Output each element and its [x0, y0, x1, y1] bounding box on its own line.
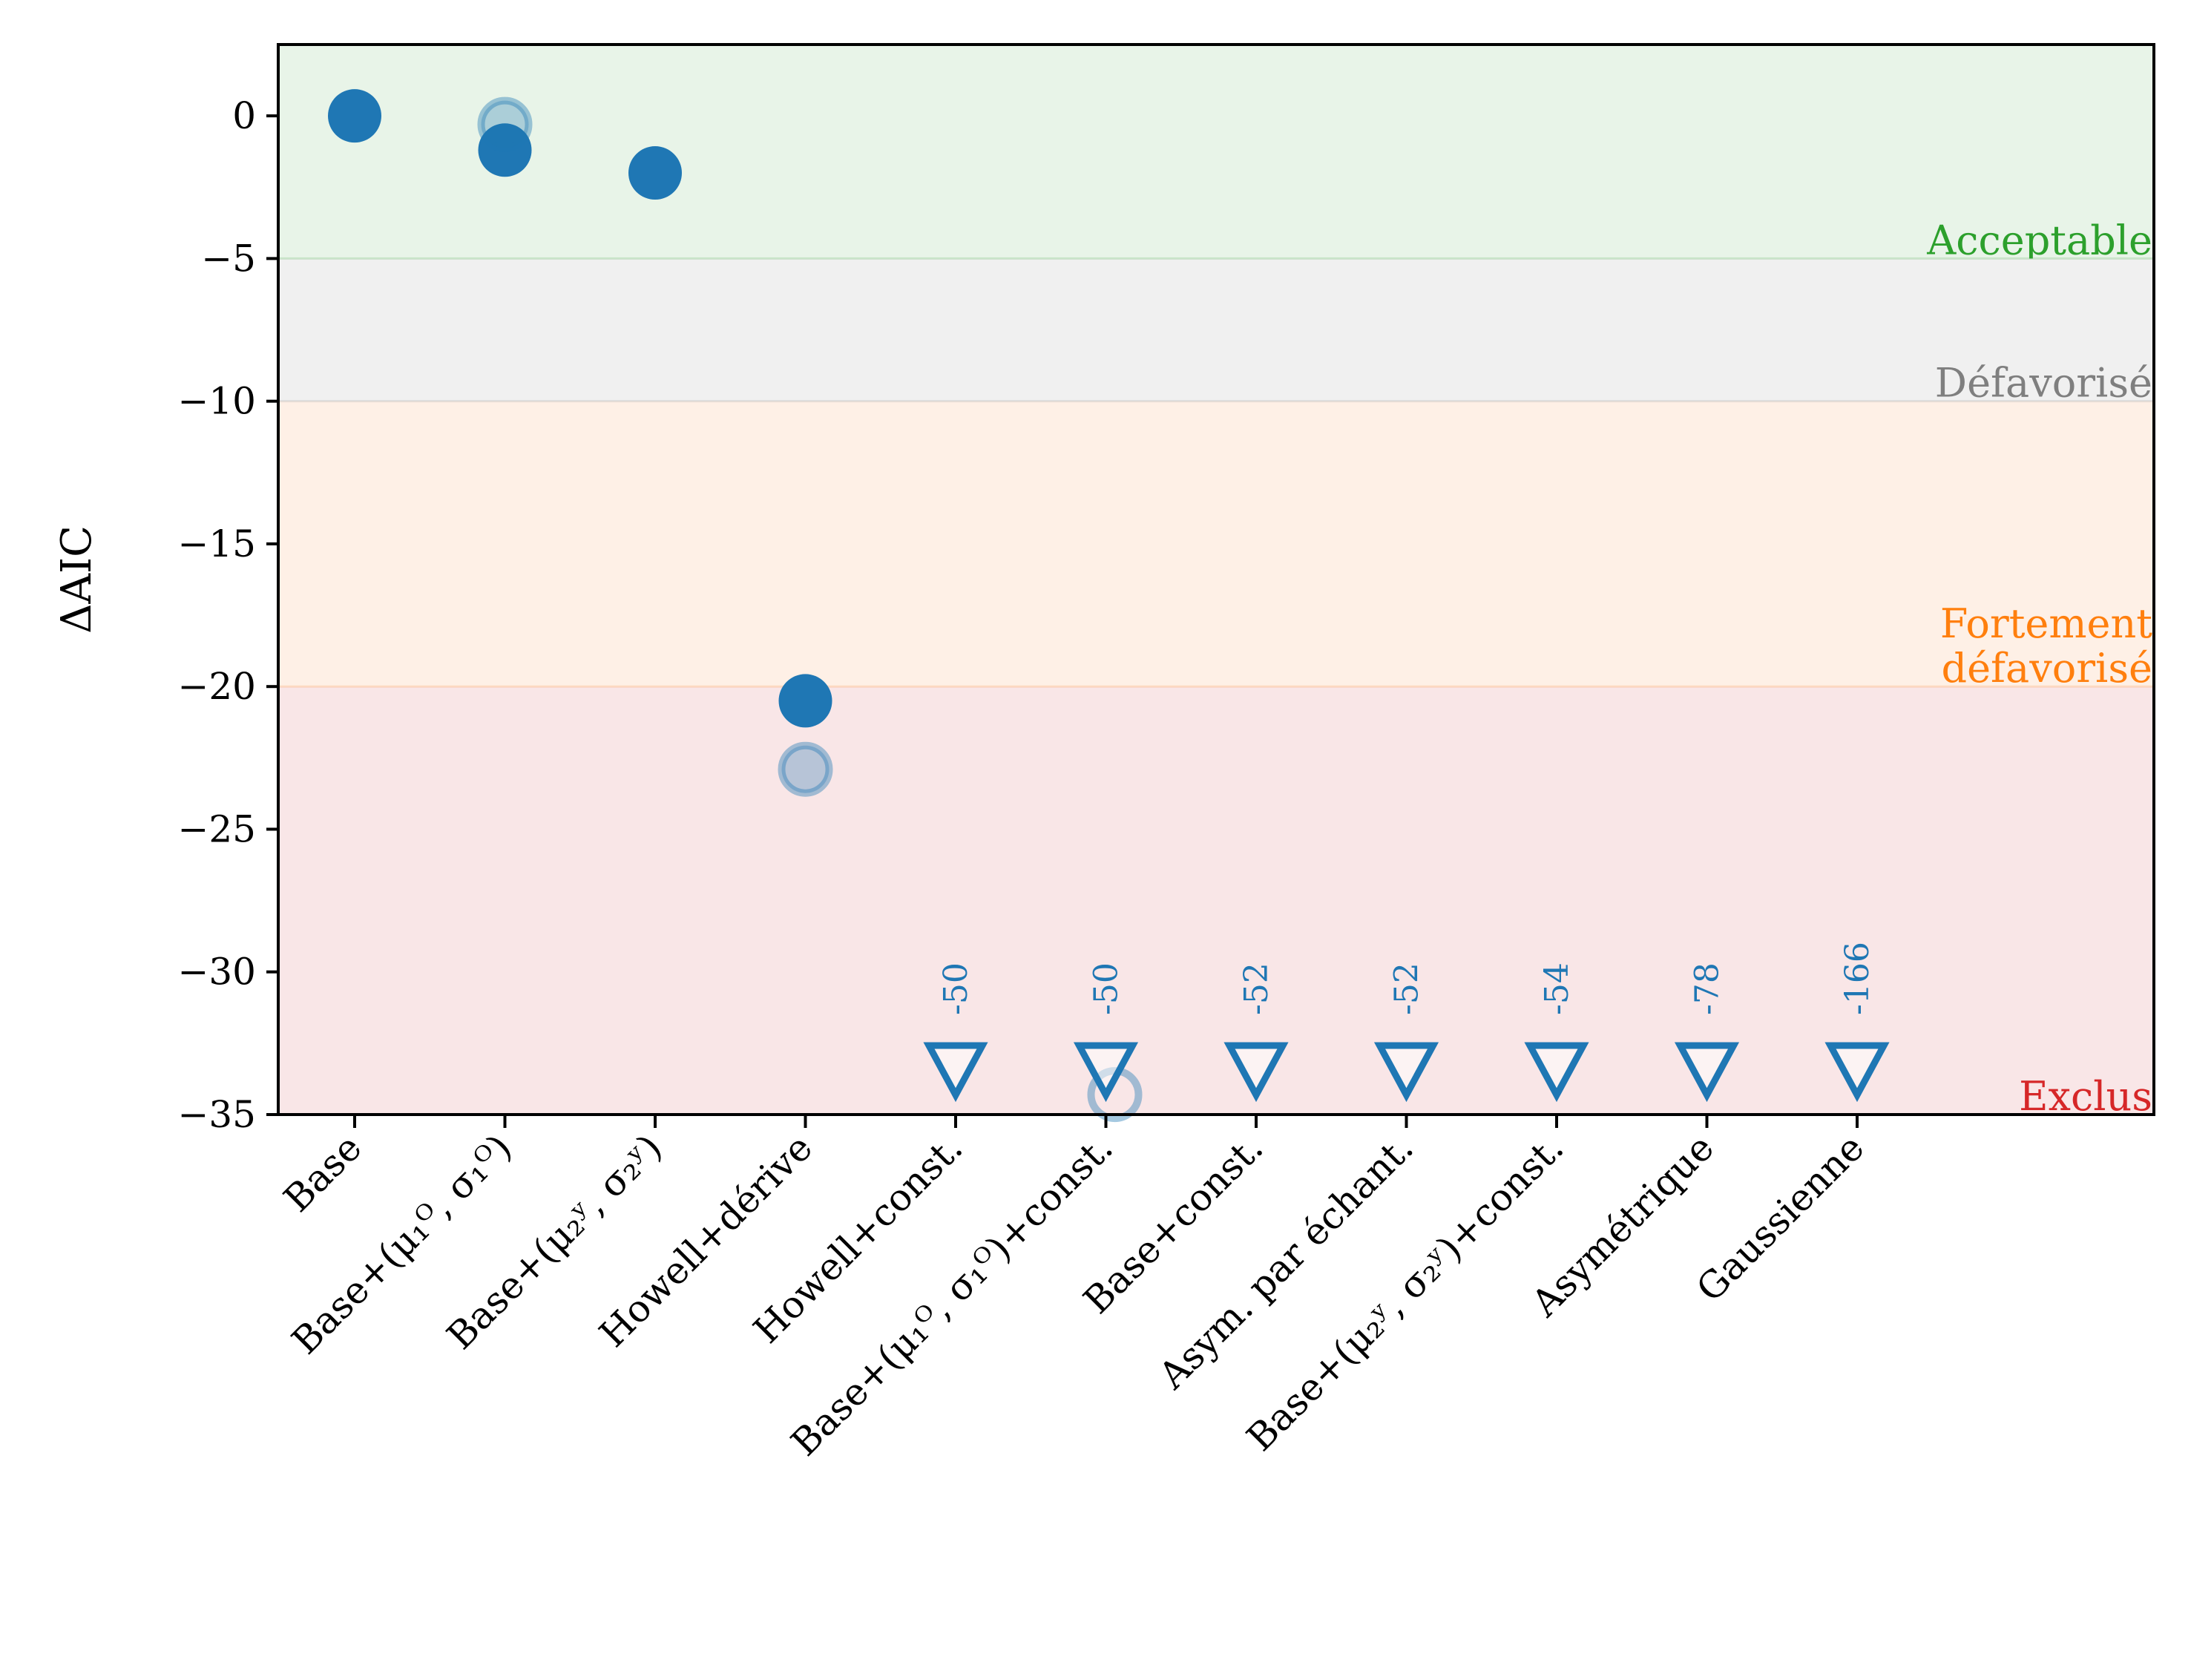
y-tick-label: −15 [177, 522, 256, 565]
zone-label-3: Exclus [2019, 1073, 2152, 1120]
y-tick-label: −20 [177, 665, 256, 708]
data-point [628, 146, 682, 200]
off-scale-value-label: -50 [1088, 962, 1126, 1015]
zones-layer: Acceptable Défavorisé Fortement défavorisé E… [278, 45, 2154, 1120]
zone-label-0: Acceptable [1926, 217, 2152, 263]
zone-boundaries [278, 257, 2154, 688]
off-scale-value-label: -50 [937, 962, 975, 1015]
zone-band-0 [278, 45, 2154, 259]
data-point [778, 674, 832, 728]
y-tick-label: −25 [177, 807, 256, 850]
off-scale-value-label: -78 [1689, 962, 1727, 1015]
data-points: -50 -50 -52 -52 -54 -78 -166 [328, 89, 1890, 1123]
zone-label-1: Défavorisé [1935, 360, 2152, 407]
off-scale-marker [923, 1042, 988, 1103]
zone-band-1 [278, 258, 2154, 401]
zone-band-2 [278, 401, 2154, 687]
x-tick-label: Base+(μ₂ʸ, σ₂ʸ)+const. [1238, 1126, 1571, 1459]
x-tick-label: Base [275, 1126, 369, 1220]
off-scale-value-label: -52 [1238, 962, 1275, 1015]
faded-data-point [477, 96, 533, 152]
y-tick-label: −35 [177, 1093, 256, 1136]
y-tick-label: −10 [177, 380, 256, 423]
y-axis-label: ΔAIC [53, 525, 101, 634]
off-scale-marker [1073, 1042, 1139, 1103]
off-scale-value-label: -166 [1839, 942, 1876, 1015]
data-point [478, 123, 532, 177]
zone-label-2: Fortement défavorisé [1940, 600, 2152, 692]
off-scale-marker [1524, 1042, 1589, 1103]
faded-data-point [778, 741, 833, 797]
off-scale-marker [1223, 1042, 1289, 1103]
off-scale-value-label: -54 [1538, 962, 1576, 1015]
y-tick-label: 0 [232, 94, 256, 137]
off-scale-marker [1674, 1042, 1740, 1103]
y-axis: 0 −5 −10 −15 −20 −25 −30 −35 [177, 94, 278, 1136]
plot-frame [277, 43, 2155, 1116]
data-point [328, 89, 381, 143]
off-scale-marker [1824, 1042, 1890, 1103]
y-tick-label: −30 [177, 951, 256, 994]
off-scale-value-label: -52 [1388, 962, 1426, 1015]
x-tick-label: Base+(μ₁ᴼ, σ₁ᴼ)+const. [783, 1126, 1121, 1464]
y-tick-label: −5 [201, 237, 256, 280]
x-tick-label: Asym. par échant. [1150, 1126, 1422, 1397]
off-scale-marker [1373, 1042, 1439, 1103]
